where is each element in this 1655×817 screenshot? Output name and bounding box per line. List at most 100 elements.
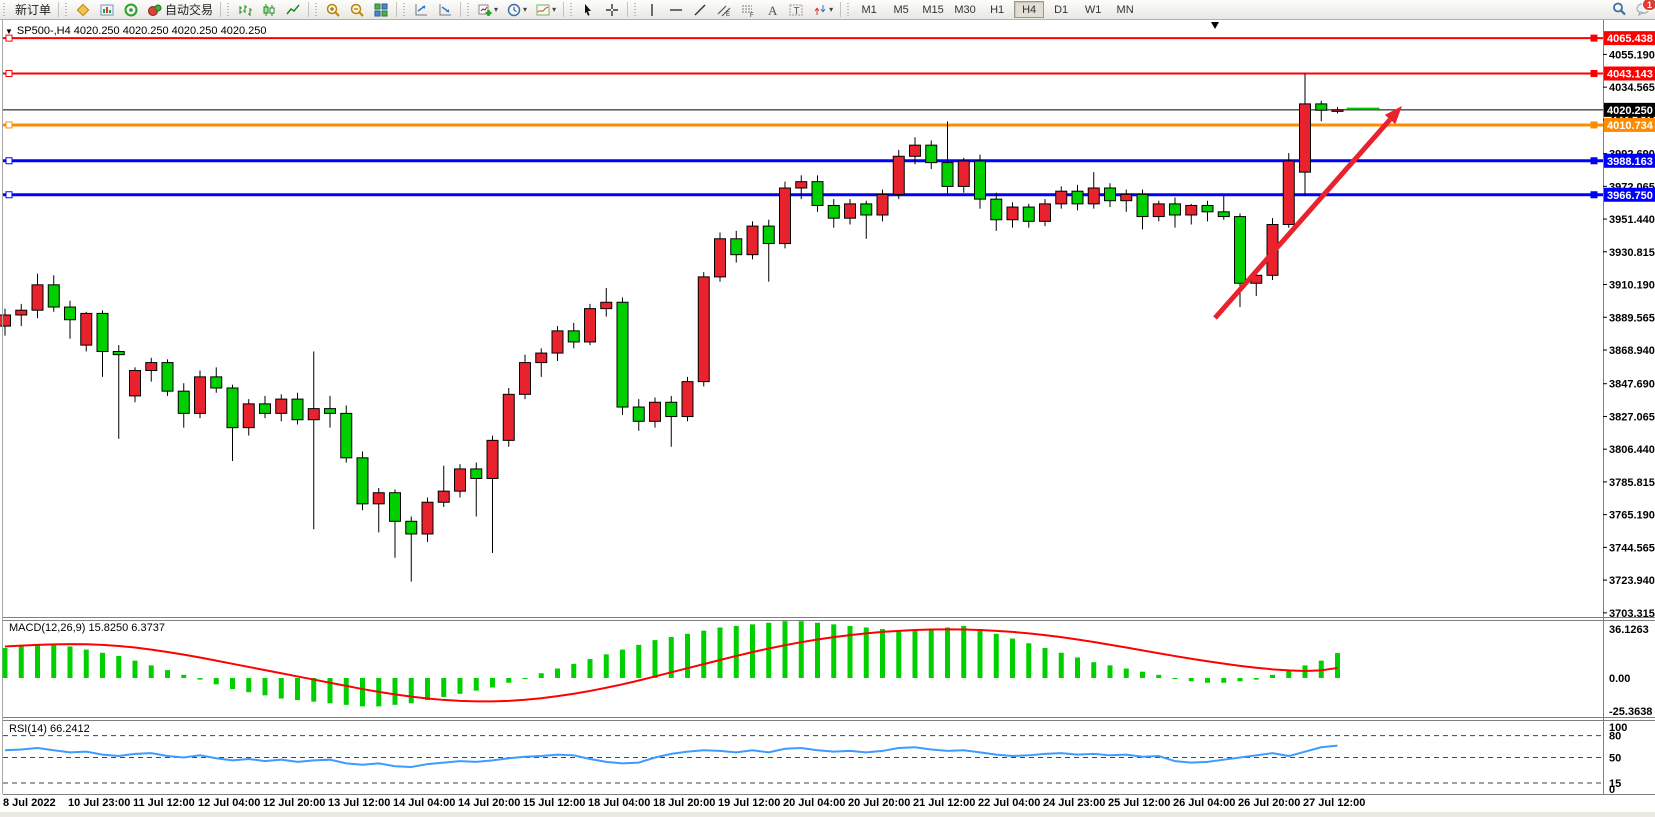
- timeframe-button-mn[interactable]: MN: [1116, 3, 1134, 16]
- candle: [665, 401, 678, 418]
- autotrade-button[interactable]: 自动交易: [144, 0, 216, 19]
- macd-histogram-bar: [1042, 648, 1048, 678]
- symbols-icon: [75, 2, 91, 18]
- chart-properties-button[interactable]: ▾: [532, 0, 559, 19]
- candle: [779, 187, 791, 245]
- timeframe-button-d1[interactable]: D1: [1054, 3, 1069, 16]
- symbol-dropdown-icon[interactable]: ▼: [5, 27, 13, 36]
- macd-histogram-bar: [1107, 665, 1113, 678]
- symbols-icon[interactable]: [72, 0, 94, 19]
- candle: [259, 403, 271, 414]
- macd-histogram-bar: [18, 646, 24, 678]
- chart-bars-icon[interactable]: [234, 0, 256, 19]
- signals-icon[interactable]: [120, 0, 142, 19]
- time-axis-label: 26 Jul 20:00: [1238, 797, 1300, 809]
- search-icon[interactable]: [1611, 1, 1627, 20]
- dropdown-caret-icon[interactable]: ▾: [494, 5, 499, 14]
- notification-badge: 1: [1642, 0, 1655, 11]
- candle: [1217, 211, 1230, 218]
- chart-shift-marker-icon[interactable]: [1211, 22, 1219, 29]
- candle: [291, 398, 304, 421]
- zoom-in-icon[interactable]: [322, 0, 344, 19]
- crosshair-button[interactable]: [601, 0, 623, 19]
- macd-axis-label: 36.1263: [1609, 624, 1649, 636]
- candle: [1136, 193, 1149, 218]
- candle: [827, 204, 840, 219]
- trendline-button[interactable]: [689, 0, 711, 19]
- rsi-pane: [3, 735, 1603, 784]
- annotation-arrow-head[interactable]: [1384, 106, 1402, 125]
- autotrade-button-label: 自动交易: [165, 3, 214, 17]
- chat-icon[interactable]: 1: [1635, 0, 1655, 20]
- add-indicator-button[interactable]: ▾: [474, 0, 501, 19]
- annotation-arrow[interactable]: [1213, 117, 1392, 320]
- period-button[interactable]: ▾: [503, 0, 530, 19]
- new-order-button[interactable]: 新订单: [10, 0, 54, 19]
- candle: [47, 284, 60, 308]
- hline-handle-right[interactable]: [1590, 191, 1598, 199]
- candle: [96, 312, 109, 352]
- timeframe-button-h1[interactable]: H1: [990, 3, 1005, 16]
- dropdown-caret-icon[interactable]: ▾: [523, 5, 528, 14]
- hline-handle-right[interactable]: [1590, 121, 1598, 129]
- hline-handle-left[interactable]: [5, 191, 13, 199]
- candle: [714, 238, 726, 278]
- macd-histogram-bar: [652, 640, 658, 678]
- time-axis[interactable]: 8 Jul 2022 10 Jul 23:00 11 Jul 12:00 12 Jul…: [3, 797, 1365, 809]
- zoom-out-icon[interactable]: [346, 0, 368, 19]
- arrows-button[interactable]: ▾: [809, 0, 836, 19]
- candle: [974, 160, 986, 200]
- hline-handle-right[interactable]: [1590, 157, 1598, 165]
- cursor-icon: [580, 2, 596, 18]
- hline-handle-left[interactable]: [5, 121, 13, 129]
- price-tag: [1604, 117, 1655, 132]
- timeframe-button-m5[interactable]: M5: [893, 3, 909, 16]
- candle: [470, 468, 483, 479]
- toolbar-separator: [563, 2, 565, 17]
- hline-button[interactable]: [665, 0, 687, 19]
- candle: [1282, 160, 1295, 226]
- hline-handle-left[interactable]: [5, 157, 13, 165]
- market-watch-icon[interactable]: [96, 0, 118, 19]
- timeframe-button-m15[interactable]: M15: [922, 3, 944, 16]
- candle: [145, 362, 158, 372]
- timeframe-button-h4[interactable]: H4: [1014, 1, 1045, 18]
- timeframe-button-w1[interactable]: W1: [1084, 3, 1102, 16]
- chart-line-icon[interactable]: [282, 0, 304, 19]
- candle: [0, 314, 11, 327]
- dropdown-caret-icon[interactable]: ▾: [552, 5, 557, 14]
- tile-windows-icon[interactable]: [370, 0, 392, 19]
- fibo-button[interactable]: F: [737, 0, 759, 19]
- macd-histogram-bar: [116, 655, 122, 678]
- indicator-subwindow-icon[interactable]: [434, 0, 456, 19]
- candle: [519, 362, 531, 395]
- rsi-axis-label: 80: [1609, 731, 1621, 743]
- textT-icon: T: [788, 2, 804, 18]
- hline-handle-right[interactable]: [1590, 70, 1598, 78]
- hline-handle-right[interactable]: [1590, 34, 1598, 42]
- macd-histogram-bar: [67, 646, 73, 678]
- indicator-window-icon[interactable]: [410, 0, 432, 19]
- text-button[interactable]: A: [761, 0, 783, 19]
- candle: [194, 376, 206, 414]
- macd-histogram-bar: [311, 678, 317, 702]
- hline-handle-left[interactable]: [5, 34, 13, 42]
- channel-button[interactable]: E: [713, 0, 735, 19]
- timeframe-button-m30[interactable]: M30: [954, 3, 976, 16]
- vline-button[interactable]: [641, 0, 663, 19]
- macd-histogram-bar: [896, 630, 902, 678]
- macd-histogram-bar: [246, 678, 252, 693]
- toolbar-grip: [64, 2, 70, 17]
- hline-handle-left[interactable]: [5, 70, 13, 78]
- price-tag: [1604, 31, 1655, 46]
- price-axis-tick-label: 3806.440: [1609, 444, 1655, 456]
- label-button[interactable]: T: [785, 0, 807, 19]
- timeframe-button-m1[interactable]: M1: [861, 3, 877, 16]
- price-axis[interactable]: 4055.1904034.5654013.9403992.6903972.065…: [1603, 31, 1655, 796]
- dropdown-caret-icon[interactable]: ▾: [829, 5, 834, 14]
- cursor-button[interactable]: [577, 0, 599, 19]
- candle: [892, 155, 905, 195]
- candle: [876, 193, 889, 216]
- chart-candles-icon[interactable]: [258, 0, 280, 19]
